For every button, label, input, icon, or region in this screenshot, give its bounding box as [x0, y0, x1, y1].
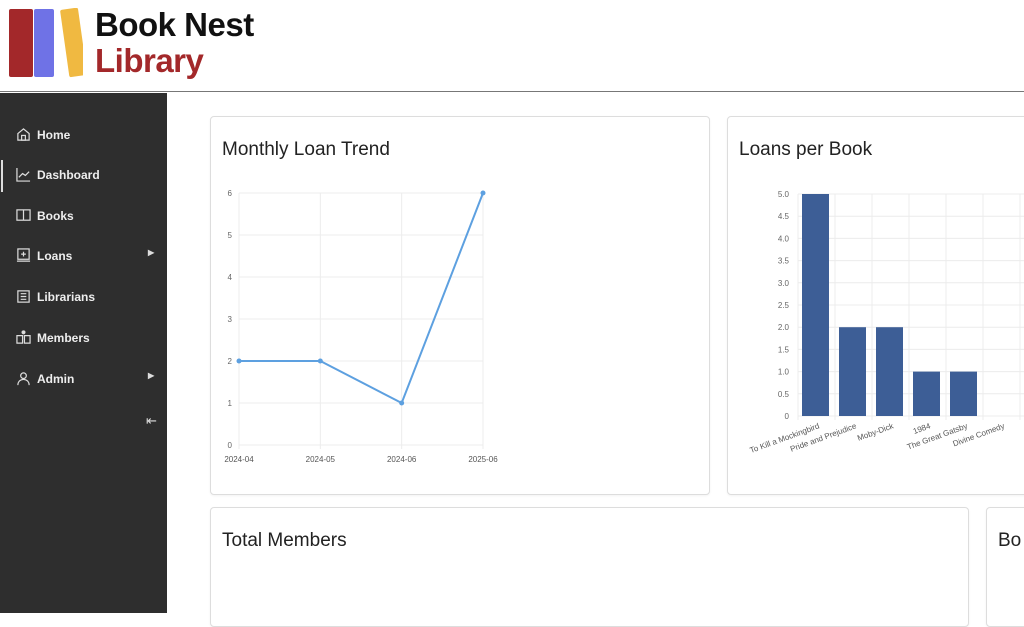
list-icon	[17, 290, 30, 303]
chart-line-icon	[16, 167, 31, 182]
logo-books-icon	[9, 8, 83, 78]
monthly-loan-trend-card: Monthly Loan Trend	[210, 116, 710, 495]
sidebar-item-label: Home	[37, 128, 71, 142]
user-icon	[17, 372, 30, 386]
brand-subtitle: Library	[95, 42, 204, 79]
members-icon	[16, 330, 31, 344]
home-icon	[17, 128, 30, 141]
sidebar-item-label: Loans	[37, 249, 73, 263]
sidebar-item-books[interactable]: Books	[0, 201, 167, 231]
sidebar-item-loans[interactable]: Loans ▶	[0, 241, 167, 271]
card-title: Loans per Book	[739, 139, 873, 160]
brand-name: Book Nest	[95, 6, 254, 43]
header: Book Nest Library	[0, 0, 1024, 92]
sidebar-item-label: Admin	[37, 372, 75, 386]
sidebar-item-label: Members	[37, 331, 90, 345]
book-open-icon	[16, 209, 31, 221]
sidebar-item-admin[interactable]: Admin ▶	[0, 364, 167, 394]
collapse-left-icon[interactable]: ⇤	[146, 413, 157, 428]
sidebar-item-members[interactable]: Members	[0, 323, 167, 353]
sidebar-item-label: Librarians	[37, 290, 96, 304]
sidebar-item-label: Dashboard	[37, 168, 100, 182]
card-title: Monthly Loan Trend	[222, 139, 390, 160]
caret-right-icon: ▶	[148, 248, 155, 257]
sidebar: Home Dashboard Books Loans ▶ Librarians …	[0, 93, 167, 613]
sidebar-item-home[interactable]: Home	[0, 120, 167, 150]
loans-per-book-card: Loans per Book	[727, 116, 1024, 495]
sidebar-item-label: Books	[37, 209, 74, 223]
sidebar-item-dashboard[interactable]: Dashboard	[0, 160, 167, 192]
fourth-card: Bo	[986, 507, 1024, 627]
total-members-card: Total Members	[210, 507, 969, 627]
card-title: Bo	[998, 530, 1022, 551]
card-title: Total Members	[222, 530, 347, 551]
loan-icon	[16, 248, 31, 262]
caret-right-icon: ▶	[148, 371, 155, 380]
sidebar-item-librarians[interactable]: Librarians	[0, 282, 167, 312]
